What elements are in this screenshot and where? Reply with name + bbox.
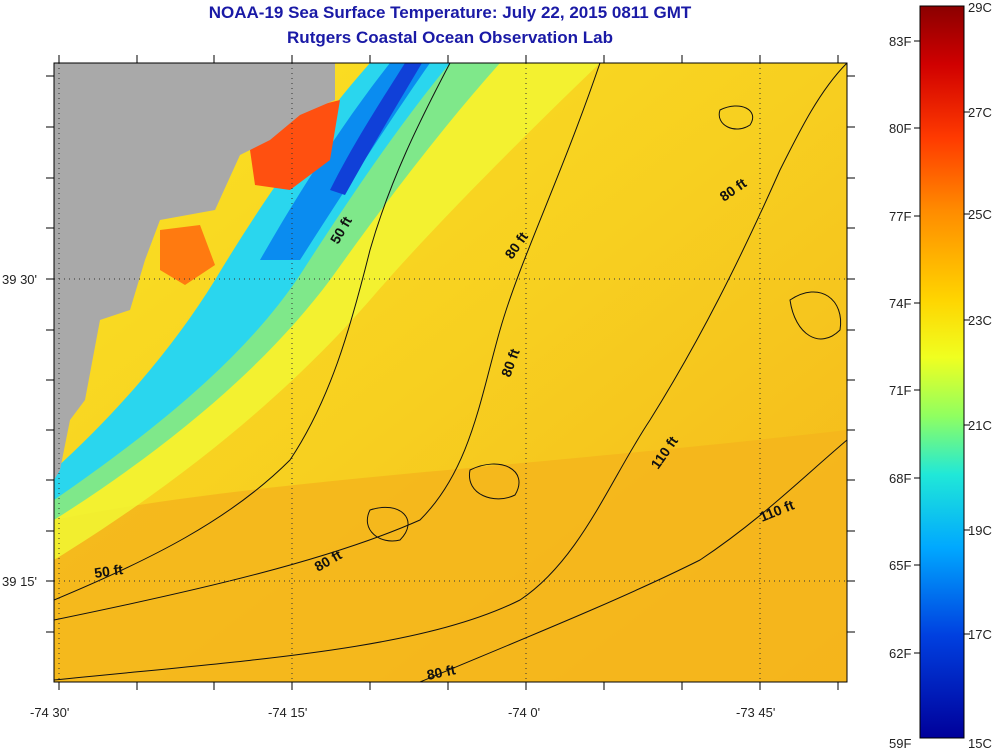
axis-ticks [46,55,855,690]
land-mass [54,63,335,480]
cb-f-80: 80F [889,121,911,136]
colorbar-ticks [914,40,970,654]
cb-f-77: 77F [889,209,911,224]
map-field [54,63,847,682]
contours [54,63,847,682]
lat-label-2: 39 15' [2,574,37,589]
cb-c-17: 17C [968,627,992,642]
map-border [53,62,848,683]
cb-c-29: 29C [968,0,992,15]
cb-c-15: 15C [968,736,992,751]
cb-f-62: 62F [889,646,911,661]
cb-c-21: 21C [968,418,992,433]
bay-warm-1 [250,100,340,190]
cb-f-59: 59F [889,736,911,751]
colorbar [919,5,965,739]
cb-f-65: 65F [889,558,911,573]
cb-f-83: 83F [889,34,911,49]
deep-blue-band [330,63,422,195]
bay-warm-2 [160,225,215,285]
cb-f-68: 68F [889,471,911,486]
lon-label-4: -73 45' [736,705,775,720]
map-title: NOAA-19 Sea Surface Temperature: July 22… [208,3,692,22]
lon-label-1: -74 30' [30,705,69,720]
grid-lines [54,63,847,682]
cb-c-27: 27C [968,105,992,120]
cb-c-19: 19C [968,523,992,538]
contour-label-80ft-d: 80 ft [425,661,457,683]
cb-c-25: 25C [968,207,992,222]
cb-f-74: 74F [889,296,911,311]
lon-label-2: -74 15' [268,705,307,720]
cb-c-23: 23C [968,313,992,328]
lon-label-3: -74 0' [508,705,540,720]
lat-label-1: 39 30' [2,272,37,287]
mid-band [54,63,600,560]
cb-f-71: 71F [889,383,911,398]
contour-label-50ft-south: 50 ft [93,561,124,581]
map-subtitle: Rutgers Coastal Ocean Observation Lab [287,28,613,47]
